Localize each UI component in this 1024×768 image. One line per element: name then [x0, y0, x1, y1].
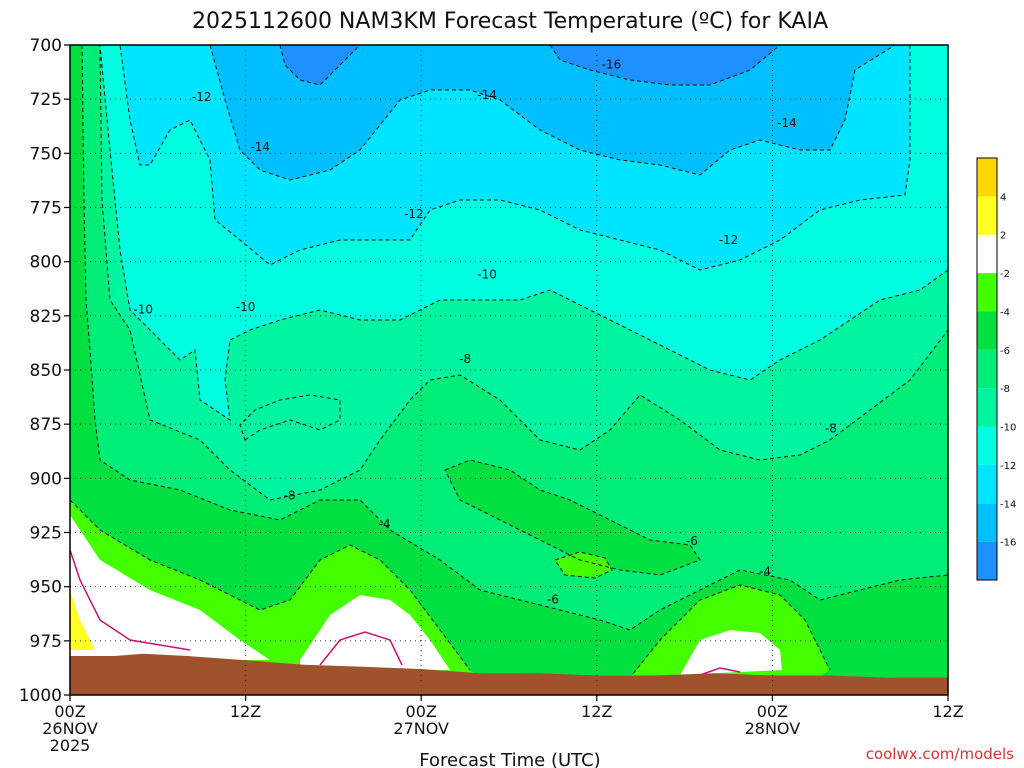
- isotherm-line: [554, 551, 613, 579]
- colorbar-swatch: [977, 311, 997, 350]
- contour-label: -10: [477, 268, 497, 282]
- contour-label: -6: [547, 593, 559, 607]
- plot-frame: [69, 44, 949, 696]
- watermark: coolwx.com/models: [866, 745, 1014, 763]
- y-tick-label: 975: [30, 632, 62, 652]
- isotherm-line: [549, 44, 781, 86]
- colorbar-label: -4: [1000, 307, 1010, 318]
- fill-plus2: [70, 590, 95, 650]
- contour-label: -10: [236, 300, 256, 314]
- colorbar-label: 2: [1000, 231, 1006, 242]
- colorbar-swatch: [977, 464, 997, 504]
- x-tick-label: 2025: [50, 736, 91, 755]
- isotherm-plus2-line: [699, 667, 741, 676]
- colorbar-swatch: [977, 541, 997, 580]
- chart-title: 2025112600 NAM3KM Forecast Temperature (…: [192, 9, 828, 34]
- contour-label: -12: [192, 90, 212, 104]
- y-tick-label: 700: [30, 36, 62, 56]
- contour-label: -6: [686, 534, 698, 548]
- colorbar-label: -12: [1000, 461, 1016, 472]
- contour-label: -14: [250, 140, 270, 154]
- isotherm-line: [279, 44, 361, 86]
- y-tick-label: 825: [30, 307, 62, 327]
- y-tick-label: 850: [30, 361, 62, 381]
- fill-minus18-minus16-a: [280, 45, 360, 85]
- colorbar-swatch: [977, 158, 997, 197]
- fill-above-zero-left: [70, 515, 270, 660]
- isotherm-plus2-line: [319, 631, 403, 666]
- colorbar-swatch: [977, 234, 997, 274]
- colorbar-label: -6: [1000, 346, 1010, 357]
- x-axis-label: Forecast Time (UTC): [419, 750, 600, 768]
- contour-label: -16: [602, 58, 622, 72]
- contour-label: -8: [459, 352, 471, 366]
- axis-layer: 700 725 750 775 800 825 850 875 900 925 950 975 1000…: [19, 36, 964, 755]
- y-tick-label: 900: [30, 469, 62, 489]
- contour-label: -12: [719, 233, 739, 247]
- y-tick-label: 1000: [19, 686, 62, 706]
- x-tick-label: 12Z: [230, 702, 261, 721]
- y-tick-label: 875: [30, 415, 62, 435]
- x-tick-label: 12Z: [581, 702, 612, 721]
- fill-minus18-minus16-b: [550, 45, 780, 85]
- contour-label: -10: [133, 302, 153, 316]
- contour-label: -4: [379, 517, 391, 531]
- terrain-ground: [70, 653, 948, 695]
- colorbar-swatch: [977, 503, 997, 542]
- x-tick-label: 27NOV: [393, 719, 449, 738]
- x-tick-label: 12Z: [932, 702, 963, 721]
- colorbar-label: -2: [1000, 269, 1010, 280]
- contour-label: -14: [777, 116, 797, 130]
- contour-label: -14: [477, 88, 497, 102]
- x-tick-label: 00Z: [406, 702, 437, 721]
- fill-minus4-minus2: [70, 500, 830, 690]
- fill-minus6-minus4: [70, 45, 948, 695]
- colorbar: -16 -14 -12 -10 -8 -6 -4 -2 2 4: [976, 157, 1016, 581]
- y-tick-label: 950: [30, 578, 62, 598]
- y-tick-label: 750: [30, 144, 62, 164]
- colorbar-swatch: [977, 196, 997, 235]
- isotherm-line: [81, 44, 949, 631]
- colorbar-label: -8: [1000, 384, 1010, 395]
- x-tick-label: 00Z: [54, 702, 85, 721]
- x-tick-label: 00Z: [757, 702, 788, 721]
- colorbar-frame: [976, 157, 998, 581]
- y-tick-label: 800: [30, 253, 62, 273]
- fill-pocket-minus6: [445, 460, 700, 575]
- colorbar-label: -16: [1000, 538, 1016, 549]
- isotherm-line: [99, 44, 949, 422]
- isotherm-line: [69, 499, 831, 691]
- x-tick-label: 28NOV: [745, 719, 801, 738]
- isotherm-line: [70, 44, 949, 501]
- y-tick-label: 925: [30, 524, 62, 544]
- colorbar-swatch: [977, 273, 997, 312]
- isotherm-line: [444, 459, 701, 576]
- colorbar-label: 4: [1000, 192, 1006, 203]
- colorbar-swatch: [977, 426, 997, 465]
- contour-label: -8: [284, 489, 296, 503]
- y-tick-label: 775: [30, 199, 62, 219]
- warm-contour-layer: [69, 549, 741, 676]
- contour-label-layer: -16 -14 -14 -14 -12 -12 -12 -10 -10 -10 -8 -8 -8 -6 -6…: [133, 58, 837, 607]
- contour-label: -12: [404, 207, 424, 221]
- contour-label: -4: [759, 565, 771, 579]
- colorbar-swatch: [977, 388, 997, 427]
- colorbar-label: -14: [1000, 499, 1016, 510]
- y-tick-label: 725: [30, 90, 62, 110]
- colorbar-swatch: [977, 349, 997, 389]
- isotherm-line: [209, 44, 896, 181]
- colorbar-label: -10: [1000, 423, 1016, 434]
- temperature-fill-layer: [70, 45, 948, 695]
- x-tick-label: 26NOV: [42, 719, 98, 738]
- fill-pocket-minus4: [555, 552, 612, 578]
- contour-line-layer: [69, 44, 949, 691]
- isotherm-plus2-line: [69, 549, 191, 651]
- isotherm-line: [239, 394, 341, 441]
- contour-label: -8: [825, 422, 837, 436]
